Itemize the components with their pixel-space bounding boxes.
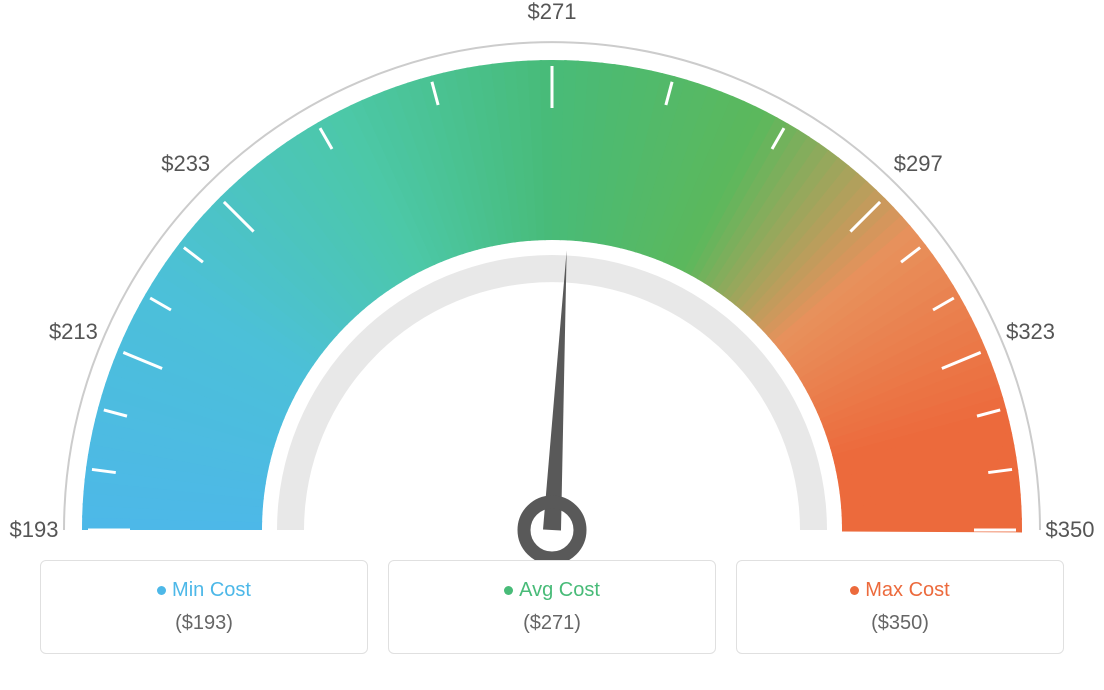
legend-min-value: ($193) (51, 612, 357, 635)
legend-min-label: Min Cost (51, 579, 357, 602)
cost-gauge-widget: $193 $213 $233 $271 $297 $323 $350 Min Cost ($… (0, 0, 1104, 690)
gauge-tick-label: $323 (1006, 319, 1055, 345)
dot-icon (157, 586, 166, 595)
legend-avg-label: Avg Cost (399, 579, 705, 602)
gauge-chart: $193 $213 $233 $271 $297 $323 $350 (0, 0, 1104, 560)
legend-max-label: Max Cost (747, 579, 1053, 602)
dot-icon (504, 586, 513, 595)
gauge-tick-label: $213 (49, 319, 98, 345)
legend-avg-text: Avg Cost (519, 579, 600, 601)
gauge-tick-label: $233 (161, 151, 210, 177)
legend-avg-value: ($271) (399, 612, 705, 635)
legend-min-text: Min Cost (172, 579, 251, 601)
legend-row: Min Cost ($193) Avg Cost ($271) Max Cost… (0, 560, 1104, 654)
gauge-tick-label: $297 (894, 151, 943, 177)
gauge-tick-label: $350 (1046, 517, 1095, 543)
legend-min: Min Cost ($193) (40, 560, 368, 654)
legend-avg: Avg Cost ($271) (388, 560, 716, 654)
gauge-tick-label: $193 (10, 517, 59, 543)
legend-max-value: ($350) (747, 612, 1053, 635)
legend-max: Max Cost ($350) (736, 560, 1064, 654)
gauge-tick-label: $271 (528, 0, 577, 25)
dot-icon (850, 586, 859, 595)
gauge-svg (0, 0, 1104, 560)
legend-max-text: Max Cost (865, 579, 949, 601)
